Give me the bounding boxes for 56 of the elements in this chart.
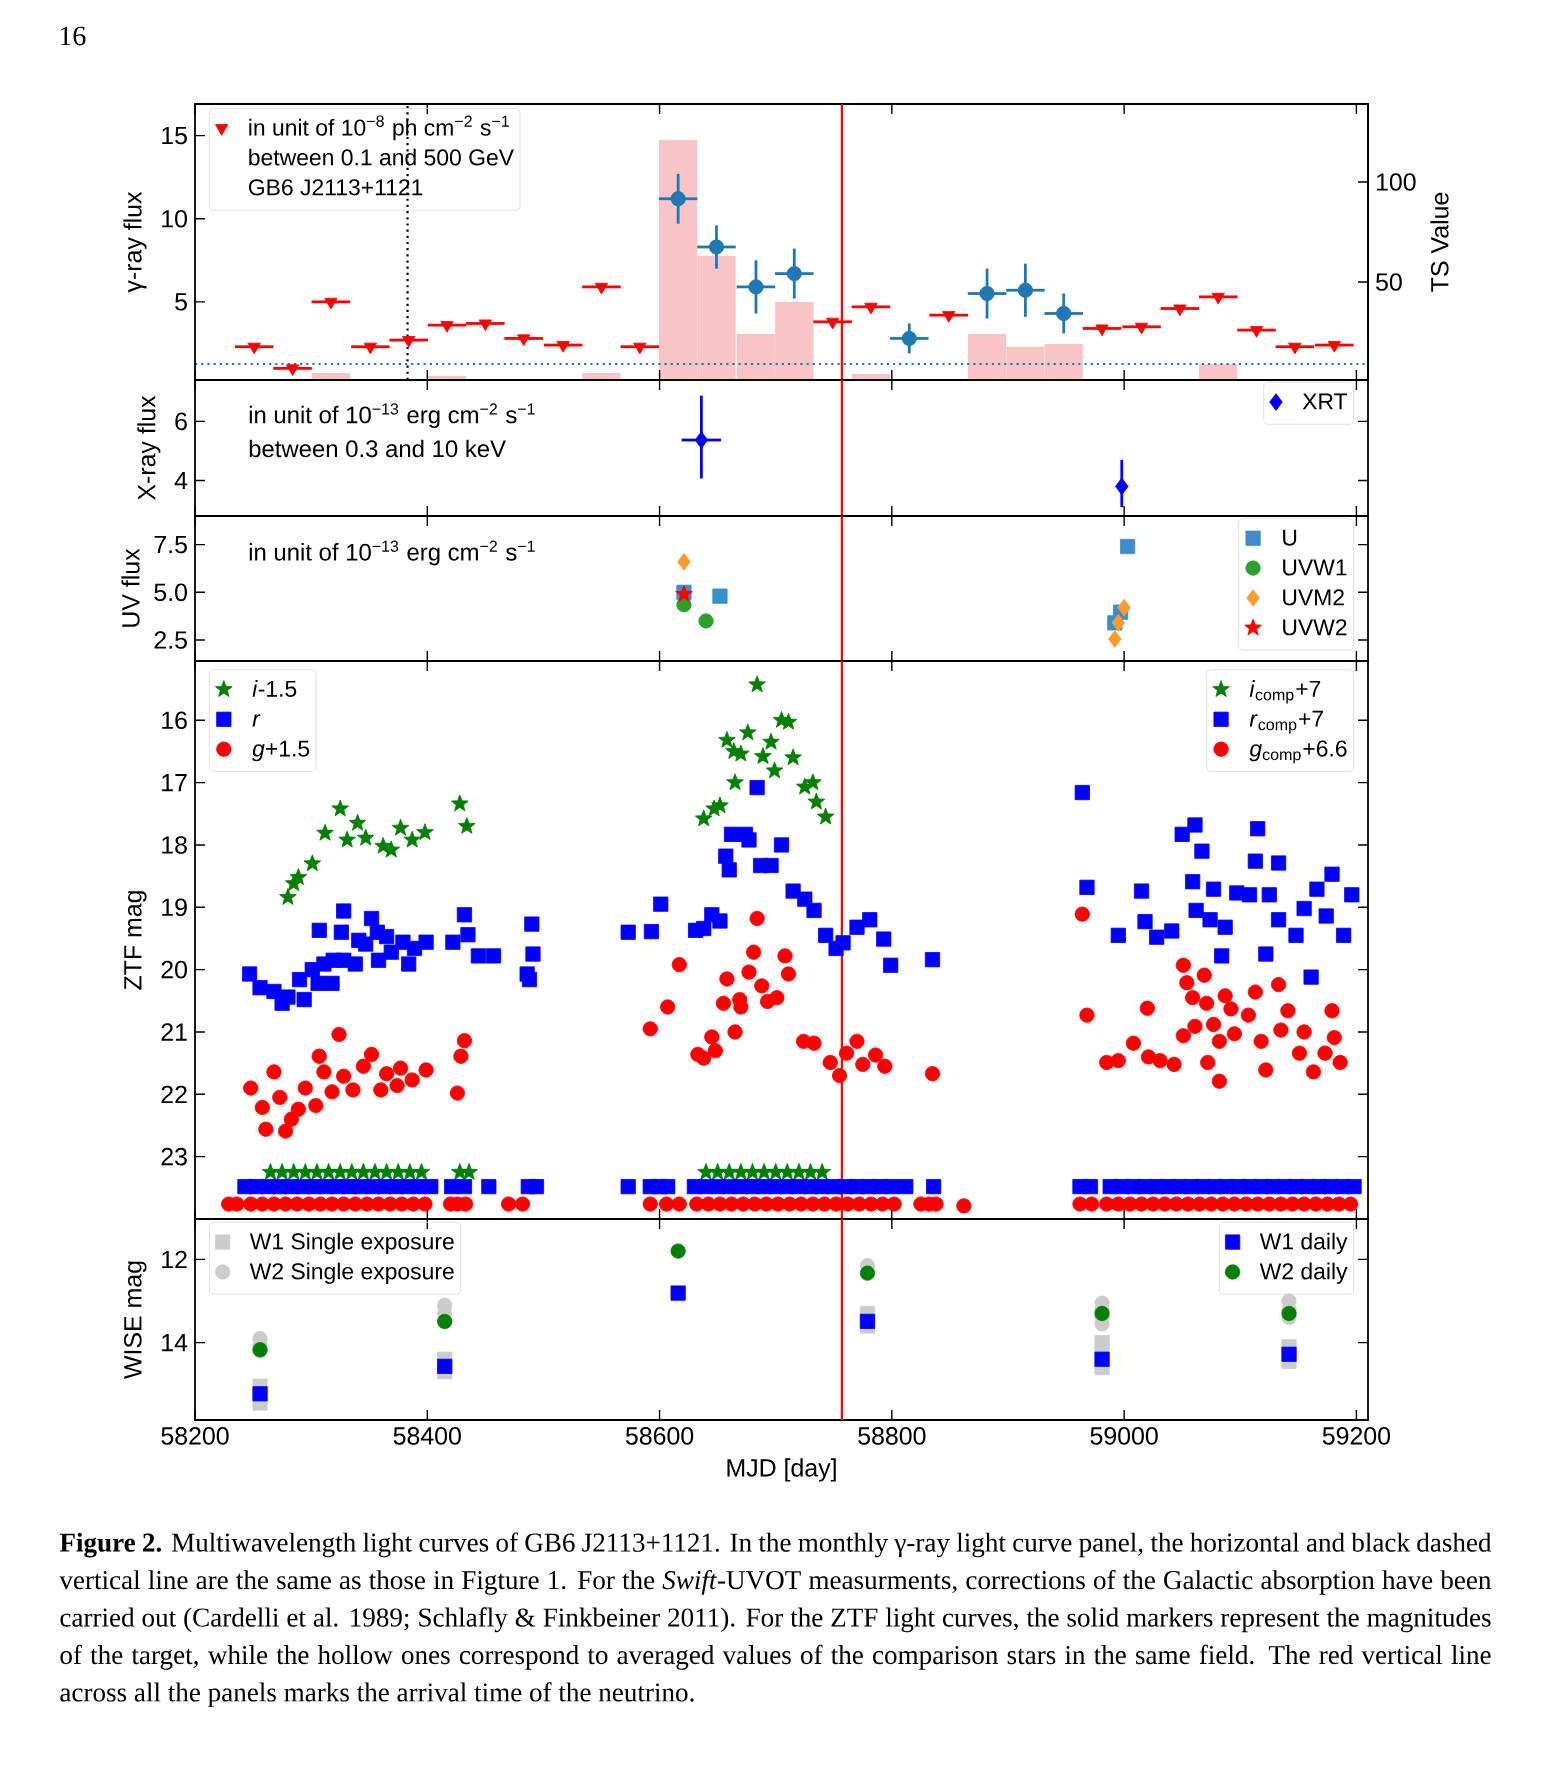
- y-tick-label: 19: [162, 898, 187, 917]
- annotation: between 0.3 and 10 keV: [249, 439, 506, 458]
- legend-label: r: [252, 714, 261, 727]
- x-tick-label: 58400: [393, 1427, 461, 1445]
- legend-label: W2 Single exposure: [249, 1262, 454, 1284]
- text: Figure 2. Multiwavelength light curves of GB6 J2113+1121. In the monthly γ-ray light curve panel, the horizontal and black dashed vertical line are the same as those in Figture 1. For the Swift-UVOT measurments, corrections of the Galactic absorption have been carried out (Cardelli et al. 1989; Schlafly & Finkbeiner 2011). For the ZTF light curves, the solid markers represent the magnitudes of the target, while the hollow ones correspond to averaged values of the comparison stars in the same field. The red vertical line across all the panels marks the arrival time of the neutrino.: [59, 1532, 1492, 1708]
- y-tick-label: 12: [162, 1250, 187, 1269]
- y-tick-label: 5: [175, 293, 187, 311]
- y-tick-label: 21: [161, 1023, 187, 1041]
- y-tick-label: 17: [162, 774, 187, 792]
- legend-label: g$_{comp}$+6.6: [1249, 740, 1347, 764]
- y-tick-label: 15: [162, 126, 187, 145]
- y-tick-label: 6: [175, 412, 187, 431]
- x-axis-title: MJD [day]: [727, 1458, 836, 1482]
- y2-axis-title: TS Value: [1430, 192, 1449, 292]
- text: 16: [60, 26, 86, 46]
- legend-label: g+1.5: [252, 740, 310, 762]
- y-axis-title: WISE mag: [124, 1261, 147, 1379]
- y-tick-label: 16: [162, 711, 187, 730]
- y-tick-label: 23: [161, 1147, 187, 1166]
- legend-label: r$_{comp}$+7: [1249, 710, 1323, 734]
- x-tick-label: 58600: [625, 1427, 694, 1445]
- y-tick-label: 5.0: [154, 583, 187, 602]
- y-tick-label: 14: [162, 1334, 188, 1352]
- x-tick-label: 59200: [1322, 1427, 1391, 1445]
- legend-label: W1 Single exposure: [249, 1232, 454, 1255]
- legend-label: in unit of 10$^{−8}$ ph cm$^{−2}$ s$^{−1}$: [249, 115, 509, 141]
- y-axis-title: ZTF mag: [124, 891, 147, 990]
- y2-tick-label: 100: [1376, 173, 1416, 191]
- y-tick-label: 4: [174, 471, 188, 490]
- legend-label: U: [1283, 529, 1297, 546]
- annotation: in unit of 10$^{−13}$ erg cm$^{−2}$ s$^{−1}$: [249, 403, 535, 429]
- legend-label: W1 daily: [1259, 1232, 1348, 1255]
- legend-label: i$_{comp}$+7: [1249, 680, 1321, 704]
- y-tick-label: 20: [161, 960, 187, 979]
- legend-label: XRT: [1302, 393, 1348, 410]
- y-axis-title: UV flux: [121, 548, 140, 627]
- legend-label: i-1.5: [252, 680, 297, 697]
- legend-label: UVM2: [1283, 589, 1344, 606]
- x-tick-label: 59000: [1090, 1427, 1158, 1445]
- annotation: in unit of 10$^{−13}$ erg cm$^{−2}$ s$^{−1}$: [249, 540, 535, 566]
- y-axis-title: γ-ray flux: [123, 191, 147, 293]
- y-tick-label: 2.5: [154, 631, 187, 649]
- y-tick-label: 22: [161, 1085, 187, 1104]
- y-tick-label: 18: [162, 836, 187, 854]
- x-tick-label: 58800: [858, 1427, 926, 1445]
- y2-tick-label: 50: [1376, 273, 1402, 291]
- legend-label: W2 daily: [1259, 1262, 1348, 1284]
- x-tick-label: 58200: [161, 1427, 229, 1445]
- annotation: GB6 J2113+1121: [248, 179, 423, 196]
- y-axis-title: X-ray flux: [137, 395, 161, 501]
- legend-label: UVW2: [1283, 619, 1347, 636]
- y-tick-label: 10: [162, 209, 187, 228]
- annotation: between 0.1 and 500 GeV: [249, 148, 514, 166]
- y-tick-label: 7.5: [154, 535, 187, 554]
- legend-label: UVW1: [1283, 559, 1347, 576]
